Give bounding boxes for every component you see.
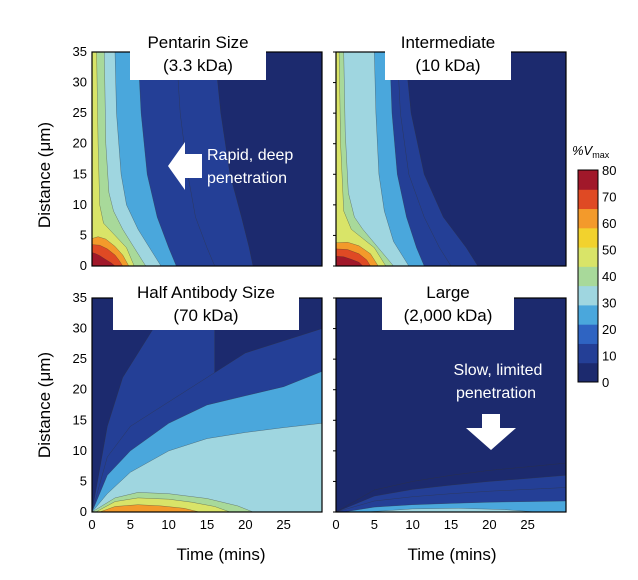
colorbar-swatch	[578, 208, 598, 229]
x-tick-label: 20	[238, 517, 252, 532]
x-tick-label: 15	[200, 517, 214, 532]
colorbar-tick-label: 10	[602, 349, 616, 364]
y-tick-label: 25	[73, 105, 87, 120]
colorbar-frame	[577, 169, 599, 383]
colorbar-swatch	[578, 343, 598, 364]
colorbar-swatch	[578, 227, 598, 248]
contour-level-30	[336, 52, 410, 266]
contour-level-20	[336, 500, 566, 512]
y-tick-label: 20	[73, 136, 87, 151]
panel-intermediate	[335, 51, 567, 267]
colorbar-tick-label: 60	[602, 216, 616, 231]
x-axis-label-left: Time (mins)	[176, 545, 265, 564]
left-arrow-icon	[168, 142, 202, 190]
colorbar-swatch	[578, 266, 598, 287]
annotation-slow-line2: penetration	[456, 385, 536, 402]
x-tick-label: 25	[520, 517, 534, 532]
x-tick-label: 25	[276, 517, 290, 532]
y-axis-label-top: Distance (μm)	[35, 122, 54, 228]
y-tick-label: 35	[73, 290, 87, 305]
annotation-rapid-line1: Rapid, deep	[207, 147, 293, 164]
annotation-rapid: Rapid, deep penetration	[168, 142, 293, 190]
colorbar-swatch	[578, 189, 598, 210]
x-axis-label-right: Time (mins)	[407, 545, 496, 564]
x-tick-label: 10	[405, 517, 419, 532]
panel-title-3-line2: (2,000 kDa)	[404, 306, 493, 325]
colorbar-swatch	[578, 362, 598, 383]
colorbar-swatch	[578, 304, 598, 325]
contour-level-80	[336, 255, 364, 266]
panel-large	[335, 297, 567, 513]
y-tick-label: 15	[73, 412, 87, 427]
y-tick-label: 5	[80, 473, 87, 488]
colorbar-swatch	[578, 324, 598, 344]
panel-title-box-2: Half Antibody Size (70 kDa)	[113, 278, 299, 330]
y-tick-label: 20	[73, 382, 87, 397]
contour-level-80	[92, 252, 116, 266]
colorbar-tick-label: 80	[602, 163, 616, 178]
panel-pentarin	[91, 51, 323, 267]
x-tick-label: 20	[482, 517, 496, 532]
y-tick-label: 30	[73, 321, 87, 336]
panel-title-box-3: Large (2,000 kDa)	[382, 278, 514, 330]
panel-title-0-line2: (3.3 kDa)	[163, 56, 233, 75]
panel-half-antibody	[91, 297, 323, 513]
contour-level-60	[92, 504, 200, 512]
panel-title-box-1: Intermediate (10 kDa)	[385, 28, 511, 80]
x-tick-label: 5	[127, 517, 134, 532]
axis-ticks: 0 5 10 15 20 25 30 35 0 5 10 15 20 25 30 35 0 5 10 15 20 25 0 5…	[73, 44, 535, 532]
annotation-slow-line1: Slow, limited	[454, 362, 543, 379]
x-tick-label: 15	[444, 517, 458, 532]
contour-level-30	[92, 423, 322, 512]
contour-level-40	[92, 52, 146, 266]
colorbar-tick-label: 40	[602, 269, 616, 284]
panel-title-3-line1: Large	[426, 283, 469, 302]
panel-title-2-line2: (70 kDa)	[173, 306, 238, 325]
y-tick-label: 10	[73, 197, 87, 212]
y-tick-label: 0	[80, 504, 87, 519]
colorbar-swatch	[578, 170, 598, 190]
annotation-rapid-line2: penetration	[207, 170, 287, 187]
y-tick-label: 0	[80, 258, 87, 273]
colorbar: %Vmax 80 70 60 50 40 30 20 10 0	[572, 143, 616, 390]
panel-title-2-line1: Half Antibody Size	[137, 283, 275, 302]
y-tick-label: 5	[80, 227, 87, 242]
colorbar-tick-label: 30	[602, 296, 616, 311]
x-tick-label: 0	[88, 517, 95, 532]
colorbar-label: %Vmax	[572, 143, 610, 160]
y-tick-label: 30	[73, 75, 87, 90]
panel-title-1-line2: (10 kDa)	[415, 56, 480, 75]
contour-level-40	[336, 52, 394, 266]
y-tick-label: 25	[73, 351, 87, 366]
panel-title-0-line1: Pentarin Size	[147, 33, 248, 52]
y-tick-label: 35	[73, 44, 87, 59]
panel-title-1-line1: Intermediate	[401, 33, 496, 52]
down-arrow-icon	[466, 414, 516, 450]
colorbar-tick-label: 0	[602, 375, 609, 390]
contour-level-30	[336, 508, 536, 512]
colorbar-swatch	[578, 285, 598, 306]
annotation-slow: Slow, limited penetration	[454, 362, 543, 450]
y-axis-label-bottom: Distance (μm)	[35, 352, 54, 458]
colorbar-tick-label: 70	[602, 190, 616, 205]
panel-title-box-0: Pentarin Size (3.3 kDa)	[130, 28, 266, 80]
x-tick-label: 0	[332, 517, 339, 532]
x-tick-label: 10	[161, 517, 175, 532]
colorbar-tick-label: 20	[602, 322, 616, 337]
y-tick-label: 10	[73, 443, 87, 458]
y-tick-label: 15	[73, 166, 87, 181]
colorbar-swatch	[578, 247, 598, 267]
colorbar-tick-label: 50	[602, 243, 616, 258]
x-tick-label: 5	[371, 517, 378, 532]
